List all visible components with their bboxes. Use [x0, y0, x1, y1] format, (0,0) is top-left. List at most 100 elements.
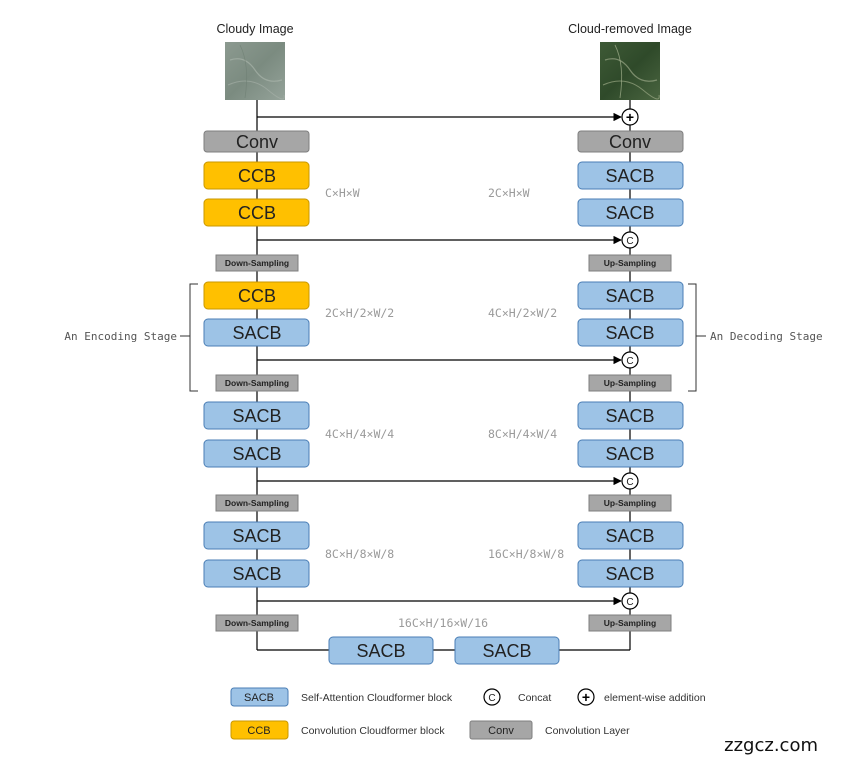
- encoder-downsampling-3-label: Down-Sampling: [225, 498, 289, 508]
- bottleneck: SACB SACB 16C×H/16×W/16: [328, 616, 560, 665]
- legend-concat-symbol: [483, 688, 501, 706]
- decoder-upsampling-4: [588, 614, 672, 632]
- encoder-block-2b-label: SACB: [232, 323, 281, 343]
- concat-symbol-3-label: C: [626, 477, 633, 488]
- encoder-block-1a-label: CCB: [238, 166, 276, 186]
- decoder-upsampling-1: [588, 254, 672, 272]
- encoder-block-3b: [203, 439, 310, 468]
- decoder-block-2b-label: SACB: [605, 323, 654, 343]
- fusion-symbols: + C C C C: [621, 108, 639, 610]
- encoding-stage-label: An Encoding Stage: [64, 330, 177, 343]
- decoder-block-3a: [577, 401, 684, 430]
- decoder-block-1a-label: SACB: [605, 166, 654, 186]
- decoder-upsampling-2-label: Up-Sampling: [604, 378, 656, 388]
- bottleneck-block-1-label: SACB: [356, 641, 405, 661]
- cloud-removed-image: [600, 42, 660, 100]
- decoder-block-2b: [577, 318, 684, 347]
- encoder-block-1a: [203, 161, 310, 190]
- encoder-dim-2: 2C×H/2×W/2: [325, 306, 394, 320]
- decoder-conv-block: [577, 130, 684, 153]
- decoder-block-3b: [577, 439, 684, 468]
- add-symbol-label: +: [626, 109, 634, 125]
- dimension-labels: C×H×W 2C×H/2×W/2 4C×H/4×W/4 8C×H/8×W/8 2…: [325, 186, 564, 561]
- encoder-block-4b-label: SACB: [232, 564, 281, 584]
- decoder-block-1b-label: SACB: [605, 203, 654, 223]
- encoder-downsampling-4: [215, 614, 299, 632]
- encoder-block-2a: [203, 281, 310, 310]
- decoder-conv-label: Conv: [609, 132, 651, 152]
- legend-conv-swatch: [469, 720, 533, 740]
- encoder-downsampling-3: [215, 494, 299, 512]
- decoder-dim-3: 8C×H/4×W/4: [488, 427, 557, 441]
- decoding-stage-bracket: [688, 283, 706, 392]
- legend-concat-label: Concat: [518, 692, 551, 704]
- legend-conv-label: Convolution Layer: [545, 725, 630, 737]
- legend-add-symbol-label: +: [582, 689, 590, 705]
- concat-symbol-1-label: C: [626, 236, 633, 247]
- legend-add-symbol: [577, 688, 595, 706]
- legend-sacb-label: Self-Attention Cloudformer block: [301, 692, 453, 704]
- decoder-dim-1: 2C×H×W: [488, 186, 530, 200]
- add-symbol: [621, 108, 639, 126]
- encoder-downsampling-1: [215, 254, 299, 272]
- decoder-block-3b-label: SACB: [605, 444, 654, 464]
- encoder-block-2b: [203, 318, 310, 347]
- output-image-title: Cloud-removed Image: [568, 22, 692, 36]
- concat-symbol-2: [621, 351, 639, 369]
- legend-concat-symbol-label: C: [488, 693, 495, 704]
- encoder-block-1b-label: CCB: [238, 203, 276, 223]
- legend-conv-block: Conv: [488, 725, 514, 737]
- decoder-block-3a-label: SACB: [605, 406, 654, 426]
- decoder-upsampling-4-label: Up-Sampling: [604, 618, 656, 628]
- encoder-dim-4: 8C×H/8×W/8: [325, 547, 394, 561]
- encoder-column: Conv CCB CCB Down-Sampling CCB SACB Down…: [203, 130, 310, 632]
- encoder-dim-1: C×H×W: [325, 186, 360, 200]
- concat-symbol-3: [621, 472, 639, 490]
- decoder-block-2a-label: SACB: [605, 286, 654, 306]
- decoder-upsampling-1-label: Up-Sampling: [604, 258, 656, 268]
- legend-sacb-block: SACB: [244, 692, 274, 704]
- encoder-downsampling-2: [215, 374, 299, 392]
- encoding-stage-bracket: [180, 283, 198, 392]
- legend-ccb-block: CCB: [247, 725, 270, 737]
- bottleneck-block-2-label: SACB: [482, 641, 531, 661]
- legend-ccb-swatch: [230, 720, 289, 740]
- decoder-upsampling-2: [588, 374, 672, 392]
- cloudy-image: [225, 42, 285, 100]
- connection-lines: [256, 100, 631, 651]
- encoder-conv-label: Conv: [236, 132, 278, 152]
- decoder-upsampling-3: [588, 494, 672, 512]
- decoder-dim-2: 4C×H/2×W/2: [488, 306, 557, 320]
- watermark: zzgcz.com: [724, 735, 818, 756]
- legend-ccb-label: Convolution Cloudformer block: [301, 725, 445, 737]
- legend: SACB Self-Attention Cloudformer block C …: [230, 687, 706, 740]
- encoder-downsampling-4-label: Down-Sampling: [225, 618, 289, 628]
- decoder-column: Conv SACB SACB Up-Sampling SACB SACB Up-…: [577, 130, 684, 632]
- encoder-block-3a: [203, 401, 310, 430]
- encoder-dim-3: 4C×H/4×W/4: [325, 427, 394, 441]
- encoder-block-2a-label: CCB: [238, 286, 276, 306]
- decoder-block-1b: [577, 198, 684, 227]
- encoder-downsampling-2-label: Down-Sampling: [225, 378, 289, 388]
- encoder-block-4b: [203, 559, 310, 588]
- concat-symbol-4-label: C: [626, 597, 633, 608]
- decoding-stage-label: An Decoding Stage: [710, 330, 823, 343]
- decoder-block-4b: [577, 559, 684, 588]
- decoder-block-4b-label: SACB: [605, 564, 654, 584]
- decoder-block-4a: [577, 521, 684, 550]
- legend-add-label: element-wise addition: [604, 692, 706, 704]
- decoder-block-2a: [577, 281, 684, 310]
- input-image-title: Cloudy Image: [216, 22, 293, 36]
- bottleneck-dim-label: 16C×H/16×W/16: [398, 616, 488, 630]
- encoder-conv-block: [203, 130, 310, 153]
- legend-sacb-swatch: [230, 687, 289, 707]
- encoder-block-4a: [203, 521, 310, 550]
- bottleneck-block-1: [328, 636, 434, 665]
- decoder-block-4a-label: SACB: [605, 526, 654, 546]
- encoder-block-3a-label: SACB: [232, 406, 281, 426]
- encoder-block-3b-label: SACB: [232, 444, 281, 464]
- encoder-block-4a-label: SACB: [232, 526, 281, 546]
- concat-symbol-1: [621, 231, 639, 249]
- concat-symbol-4: [621, 592, 639, 610]
